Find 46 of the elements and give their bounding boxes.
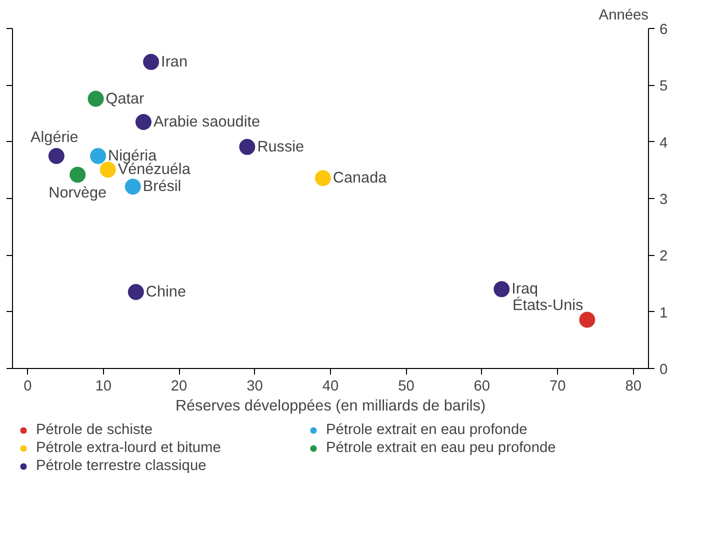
point [494,281,510,298]
point [135,114,152,130]
annotation: États-Unis [512,296,584,314]
annotation: Qatar [106,90,144,108]
legend-label: Pétrole extrait en eau peu profonde [326,439,557,457]
point [128,284,144,300]
x-tick-label: 0 [24,378,32,394]
annotation: Arabie saoudite [153,114,260,130]
point [143,54,160,70]
x-tick-label: 70 [549,378,566,394]
point [90,148,106,164]
x-tick-label: 40 [322,378,339,394]
y-tick-label: 4 [660,135,668,152]
x-axis-title: Réserves développées (en milliards de barils) [175,398,486,414]
legend-label: Pétrole extra-lourd et bitume [36,439,222,457]
annotation: Brésil [142,178,182,196]
annotation: Chine [146,284,186,300]
x-tick-label: 50 [398,378,414,394]
point [48,148,64,164]
y-tick-label: 5 [660,78,668,95]
y-tick-label: 3 [660,192,668,208]
legend-label: Pétrole terrestre classique [36,457,208,475]
point [70,166,86,183]
x-tick-label: 60 [474,378,490,394]
y-axis-title: Années [598,8,649,24]
x-tick-label: 10 [95,378,112,394]
point [124,178,141,195]
annotation: Russie [257,138,304,156]
annotation: Norvège [48,184,107,202]
x-tick-label: 80 [625,378,642,394]
y-tick-label: 0 [660,362,668,378]
legend-label: Pétrole de schiste [36,421,154,439]
y-tick-label: 1 [660,305,668,322]
legend-label: Pétrole extrait en eau profonde [326,421,528,439]
x-tick-label: 20 [170,378,188,394]
y-tick-label: 2 [660,248,668,265]
point [239,138,256,155]
annotation: Iran [161,53,188,70]
point [579,312,596,328]
point [88,90,104,107]
y-tick-label: 6 [660,22,668,38]
x-tick-label: 30 [246,378,263,394]
annotation: Iraq [512,280,538,298]
point [314,170,331,186]
annotation: Canada [332,170,388,187]
annotation: Algérie [30,129,78,146]
